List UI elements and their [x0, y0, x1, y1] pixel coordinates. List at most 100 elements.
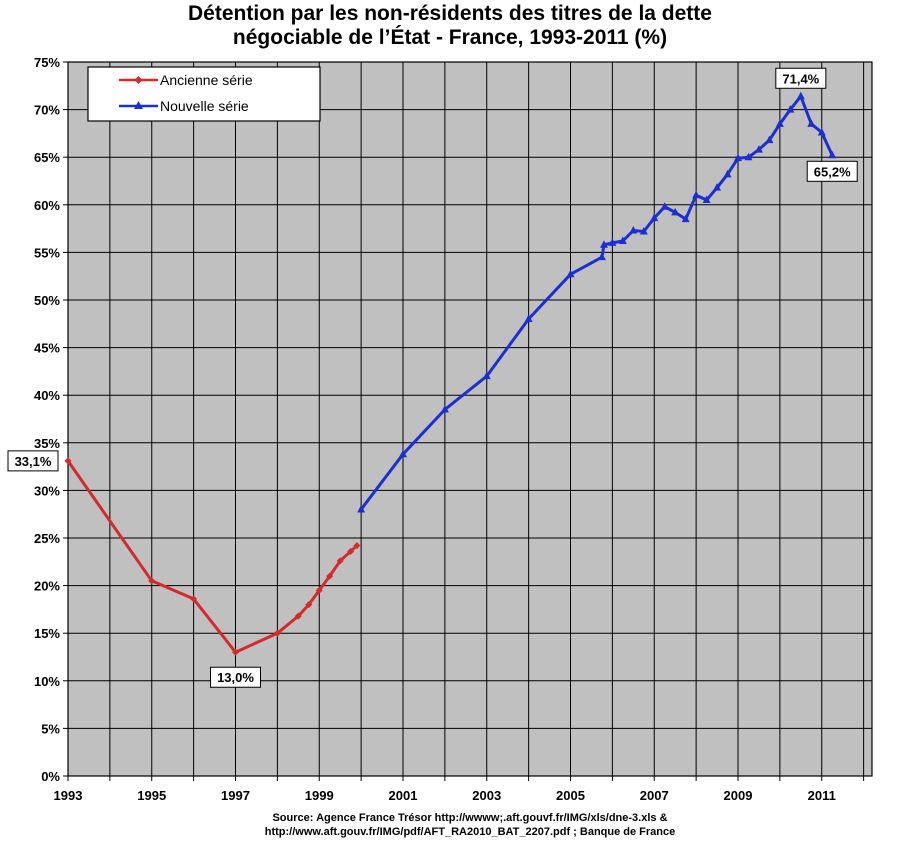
- data-point: [650, 213, 659, 222]
- y-tick-label: 45%: [34, 341, 60, 356]
- y-tick-label: 15%: [34, 626, 60, 641]
- annotation-text: 65,2%: [814, 164, 851, 179]
- annotation-box: [210, 666, 261, 688]
- x-tick-label: 1997: [221, 788, 250, 803]
- data-point: [440, 404, 449, 413]
- data-point: [671, 207, 680, 216]
- legend-marker-nouvelle: [134, 101, 143, 109]
- axes: 0% 5% 10% 15% 20% 25% 30% 35% 40% 45% 50% 55% 60% 65%…: [34, 55, 873, 803]
- y-tick-label: 60%: [34, 198, 60, 213]
- plot-frame: [67, 61, 873, 777]
- y-tick-label: 75%: [34, 55, 60, 70]
- data-point: [357, 504, 366, 513]
- source-line-1: Source: Agence France Trésor http://wwww…: [272, 812, 668, 824]
- data-point: [315, 586, 323, 594]
- annotations: 33,1% 13,0% 71,4% 65,2%: [7, 67, 858, 688]
- legend-label-nouvelle: Nouvelle série: [160, 98, 249, 114]
- data-point: [600, 240, 608, 248]
- plot-area: [67, 61, 873, 777]
- y-tick-label: 20%: [34, 579, 60, 594]
- annotation-text: 33,1%: [15, 454, 52, 469]
- y-tick-label: 30%: [34, 483, 60, 498]
- data-point: [353, 542, 361, 550]
- value-annotation: 65,2%: [806, 160, 858, 182]
- data-point: [336, 557, 344, 565]
- data-point: [713, 183, 722, 191]
- x-tick-label: 2007: [640, 788, 669, 803]
- y-tick-label: 0%: [41, 769, 60, 784]
- x-tick-label: 2011: [808, 788, 836, 803]
- data-point: [482, 371, 491, 380]
- data-point: [734, 153, 742, 162]
- y-tick-label: 35%: [34, 436, 60, 451]
- data-point: [597, 252, 606, 261]
- data-point: [765, 135, 774, 144]
- data-point: [817, 127, 826, 136]
- data-point: [608, 238, 617, 246]
- gridlines: [67, 61, 872, 777]
- data-point: [294, 612, 302, 620]
- series-line-nouvelle: [359, 94, 834, 511]
- source-line-2: http://www.aft.gouv.fr/IMG/pdf/AFT_RA201…: [264, 826, 676, 838]
- y-tick-label: 10%: [34, 674, 60, 689]
- x-tick-label: 2005: [556, 788, 585, 803]
- y-tick-label: 65%: [34, 150, 60, 165]
- data-point: [524, 314, 533, 323]
- legend-label-ancienne: Ancienne série: [160, 72, 253, 88]
- series-lines: [64, 91, 837, 656]
- data-point: [64, 457, 72, 465]
- annotation-box: [7, 450, 59, 472]
- y-tick-label: 25%: [34, 531, 60, 546]
- x-tick-label: 1993: [54, 788, 83, 803]
- annotation-text: 71,4%: [782, 71, 819, 86]
- x-tick-label: 2003: [472, 788, 501, 803]
- data-point: [754, 145, 763, 153]
- data-point: [618, 236, 627, 244]
- chart-title-line-2: négociable de l’État - France, 1993-2011…: [232, 26, 668, 49]
- x-tick-label: 2001: [389, 788, 418, 803]
- legend: Ancienne série Nouvelle série: [87, 66, 321, 122]
- value-annotation: 71,4%: [775, 67, 827, 89]
- data-point: [148, 577, 156, 585]
- data-point: [786, 105, 795, 113]
- y-tick-label: 55%: [34, 245, 60, 260]
- y-tick-label: 5%: [41, 721, 60, 736]
- data-point: [273, 629, 281, 637]
- data-point: [681, 214, 690, 223]
- data-point: [232, 648, 239, 656]
- data-point: [347, 547, 355, 555]
- data-point: [326, 572, 334, 580]
- data-point: [566, 269, 575, 278]
- data-point: [723, 169, 732, 178]
- data-point: [692, 190, 701, 199]
- legend-marker-ancienne: [134, 76, 143, 84]
- data-point: [399, 449, 407, 458]
- y-tick-label: 40%: [34, 388, 60, 403]
- annotation-text: 13,0%: [217, 670, 254, 685]
- data-point: [639, 226, 648, 235]
- chart-title-line-1: Détention par les non-résidents des titr…: [188, 2, 712, 25]
- annotation-box: [806, 160, 858, 182]
- data-point: [796, 91, 805, 100]
- data-point: [629, 226, 638, 234]
- data-point: [190, 595, 198, 603]
- x-tick-label: 1995: [137, 788, 166, 803]
- x-tick-label: 2009: [724, 788, 753, 803]
- legend-box: [87, 66, 321, 122]
- data-point: [305, 601, 313, 609]
- y-tick-label: 50%: [34, 293, 60, 308]
- data-point: [775, 119, 784, 127]
- data-point: [660, 202, 669, 210]
- data-point: [828, 150, 837, 159]
- y-tick-label: 70%: [34, 103, 60, 118]
- x-tick-label: 1999: [305, 788, 334, 803]
- data-point: [744, 152, 753, 161]
- data-point: [702, 195, 711, 204]
- chart-title: Détention par les non-résidents des titr…: [0, 2, 900, 50]
- value-annotation: 33,1%: [7, 450, 59, 472]
- annotation-box: [775, 67, 827, 89]
- source-note: Source: Agence France Trésor http://wwww…: [120, 811, 820, 839]
- data-point: [807, 119, 816, 127]
- value-annotation: 13,0%: [210, 666, 261, 688]
